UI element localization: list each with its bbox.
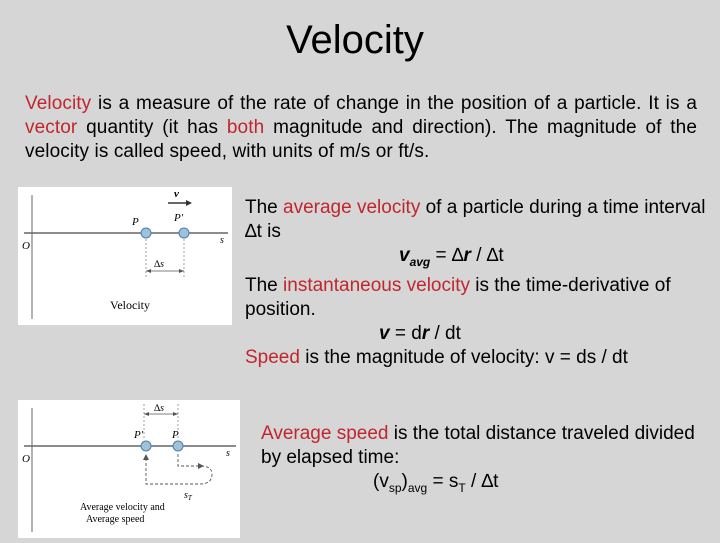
average-speed-block: Average speed is the total distance trav… xyxy=(261,422,711,500)
particle-p-prime xyxy=(178,227,190,239)
label-s: s xyxy=(226,448,230,459)
label-v: v xyxy=(174,188,179,200)
average-speed-definition: Average speed is the total distance trav… xyxy=(261,422,711,470)
eq-mid: = d xyxy=(389,322,422,344)
eq-r: r xyxy=(463,245,471,266)
average-velocity-block: The average velocity of a particle durin… xyxy=(245,196,715,370)
eq-sub-avg: avg xyxy=(409,254,431,269)
eq-b: ) xyxy=(401,471,408,492)
average-speed-diagram: ∆s P' P O s sT Average velocity and Aver… xyxy=(22,403,236,532)
fig2-caption-line-2: Average speed xyxy=(86,514,144,525)
particle-p xyxy=(172,440,184,452)
eq-sub-avg: avg xyxy=(407,480,428,495)
term-speed: Speed xyxy=(245,346,300,368)
term-vector: vector xyxy=(25,117,78,138)
eq-sub-sp: sp xyxy=(388,480,402,495)
slide-title: Velocity xyxy=(286,18,424,62)
intro-paragraph: Velocity is a measure of the rate of cha… xyxy=(25,92,697,164)
average-velocity-equation: vavg = ∆r / ∆t xyxy=(245,244,715,274)
intro-text-1: is a measure of the rate of change in th… xyxy=(91,93,697,114)
label-p: P xyxy=(131,216,139,228)
eq-end: / ∆t xyxy=(470,245,504,266)
label-delta-s: ∆s xyxy=(154,259,164,270)
label-s-t: sT xyxy=(184,490,193,502)
velocity-figure: v P P' O s ∆s Velocity xyxy=(18,187,232,325)
particle-p xyxy=(140,227,152,239)
intro-text-3: magnitude and direction). The magnitude … xyxy=(25,117,697,162)
fig1-caption: Velocity xyxy=(110,298,150,312)
speed-text: is the magnitude of velocity: v = ds / d… xyxy=(299,346,628,368)
label-o: O xyxy=(22,240,30,252)
eq-mid: = ∆ xyxy=(430,245,464,266)
term-instantaneous-velocity: instantaneous velocity xyxy=(283,274,470,296)
eq-v: v xyxy=(399,245,410,266)
fig2-caption-line-1: Average velocity and xyxy=(80,502,165,513)
intro-text-2: quantity (it has xyxy=(77,117,227,138)
label-s: s xyxy=(220,235,224,246)
instantaneous-velocity-equation: v = dr / dt xyxy=(245,322,715,346)
average-speed-figure: ∆s P' P O s sT Average velocity and Aver… xyxy=(18,400,240,538)
eq-v: v xyxy=(379,322,390,344)
average-speed-equation: (vsp)avg = sT / ∆t xyxy=(261,470,711,500)
instantaneous-velocity-definition: The instantaneous velocity is the time-d… xyxy=(245,274,715,322)
inst-text-2: is the time-derivative of position. xyxy=(245,274,671,320)
eq-d: / ∆t xyxy=(465,471,499,492)
avg-text-2: of a particle during a time interval ∆t … xyxy=(245,197,706,242)
eq-r: r xyxy=(421,322,430,344)
average-velocity-definition: The average velocity of a particle durin… xyxy=(245,196,715,244)
velocity-arrowhead xyxy=(186,200,192,206)
term-average-speed: Average speed xyxy=(261,423,389,444)
total-distance-path xyxy=(145,454,213,485)
inst-text-1: The xyxy=(245,274,284,296)
eq-c: = s xyxy=(427,471,459,492)
label-p-prime: P' xyxy=(133,429,144,441)
eq-end: / dt xyxy=(429,322,461,344)
speed-definition: Speed is the magnitude of velocity: v = … xyxy=(245,346,715,370)
avg-text-1: The xyxy=(245,197,284,218)
term-velocity: Velocity xyxy=(25,93,92,114)
avg-speed-text: is the total distance traveled divided b… xyxy=(261,423,695,468)
term-both: both xyxy=(226,117,265,138)
label-p: P xyxy=(171,429,179,441)
label-o: O xyxy=(22,453,30,465)
eq-sub-t: T xyxy=(458,480,466,495)
eq-a: (v xyxy=(373,471,389,492)
term-average-velocity: average velocity xyxy=(283,197,421,218)
label-delta-s: ∆s xyxy=(154,403,164,414)
particle-p-prime xyxy=(140,440,152,452)
label-p-prime: P' xyxy=(173,212,184,224)
velocity-diagram: v P P' O s ∆s Velocity xyxy=(22,188,228,319)
